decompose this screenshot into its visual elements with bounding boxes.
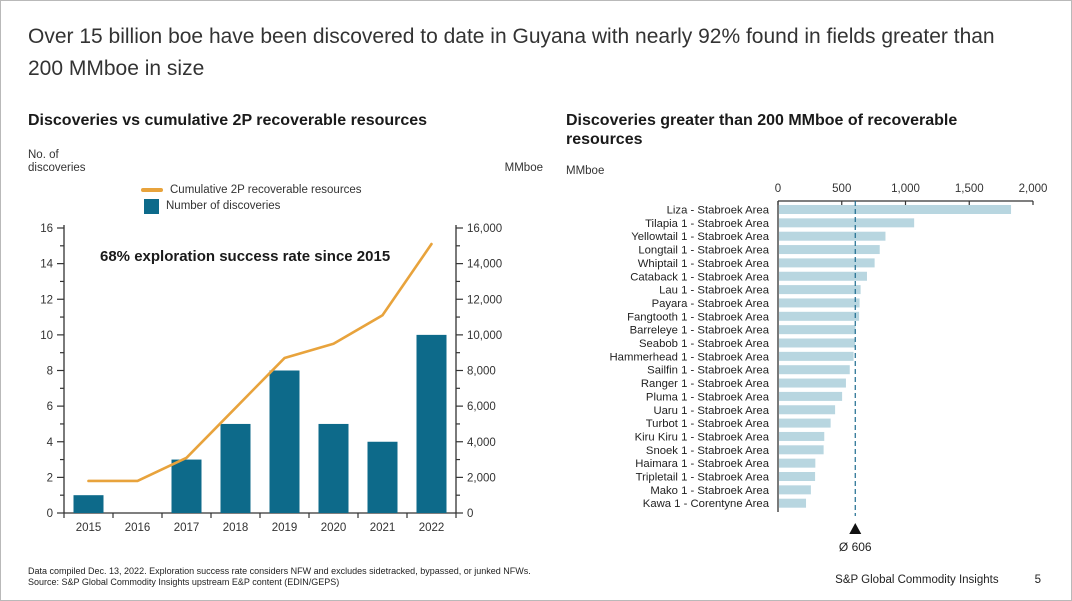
right-axis-unit-label: MMboe xyxy=(504,162,543,175)
legend: Cumulative 2P recoverable resources Numb… xyxy=(141,182,543,214)
line-swatch-icon xyxy=(141,188,163,192)
svg-text:2021: 2021 xyxy=(370,522,396,534)
svg-text:Tripletail 1 - Stabroek Area: Tripletail 1 - Stabroek Area xyxy=(636,472,770,484)
svg-text:2019: 2019 xyxy=(272,522,298,534)
svg-text:Yellowtail 1 - Stabroek Area: Yellowtail 1 - Stabroek Area xyxy=(631,232,769,244)
svg-text:0: 0 xyxy=(467,508,473,520)
svg-text:Ø 606: Ø 606 xyxy=(839,540,872,554)
legend-label-discoveries: Number of discoveries xyxy=(166,200,281,213)
svg-text:2022: 2022 xyxy=(419,522,445,534)
bar-swatch-icon xyxy=(144,198,159,214)
svg-text:Kiru Kiru 1 - Stabroek Area: Kiru Kiru 1 - Stabroek Area xyxy=(635,432,770,444)
svg-text:Longtail 1 - Stabroek Area: Longtail 1 - Stabroek Area xyxy=(638,245,769,257)
footer-note: Data compiled Dec. 13, 2022. Exploration… xyxy=(28,566,531,589)
page-number: 5 xyxy=(1034,574,1041,586)
svg-text:Ranger 1 - Stabroek Area: Ranger 1 - Stabroek Area xyxy=(641,378,770,390)
right-chart-panel: Discoveries greater than 200 MMboe of re… xyxy=(566,111,1058,564)
svg-text:2: 2 xyxy=(47,473,53,485)
legend-label-cumulative: Cumulative 2P recoverable resources xyxy=(170,184,362,197)
svg-text:12,000: 12,000 xyxy=(467,294,502,306)
svg-text:14: 14 xyxy=(40,259,53,271)
svg-text:Payara - Stabroek Area: Payara - Stabroek Area xyxy=(652,298,770,310)
svg-text:Seabob 1 - Stabroek Area: Seabob 1 - Stabroek Area xyxy=(639,338,770,350)
svg-text:Turbot 1 - Stabroek Area: Turbot 1 - Stabroek Area xyxy=(646,418,770,430)
svg-text:2,000: 2,000 xyxy=(467,473,496,485)
svg-text:Haimara 1 - Stabroek Area: Haimara 1 - Stabroek Area xyxy=(635,459,769,471)
svg-text:Snoek 1 - Stabroek Area: Snoek 1 - Stabroek Area xyxy=(646,445,770,457)
left-chart-axis-units: No. of discoveries MMboe xyxy=(28,146,543,176)
success-rate-annotation: 68% exploration success rate since 2015 xyxy=(100,248,391,266)
svg-text:0: 0 xyxy=(775,183,781,195)
svg-text:Hammerhead 1 - Stabroek Area: Hammerhead 1 - Stabroek Area xyxy=(610,352,770,364)
svg-text:8: 8 xyxy=(47,366,53,378)
svg-text:Lau 1 - Stabroek Area: Lau 1 - Stabroek Area xyxy=(659,285,770,297)
svg-text:Sailfin 1 - Stabroek Area: Sailfin 1 - Stabroek Area xyxy=(647,365,770,377)
svg-text:0: 0 xyxy=(47,508,53,520)
svg-text:Pluma 1 - Stabroek Area: Pluma 1 - Stabroek Area xyxy=(646,392,770,404)
left-chart-title: Discoveries vs cumulative 2P recoverable… xyxy=(28,112,428,129)
svg-text:6,000: 6,000 xyxy=(467,401,496,413)
svg-text:Fangtooth 1 - Stabroek Area: Fangtooth 1 - Stabroek Area xyxy=(627,312,770,324)
svg-text:Barreleye 1 - Stabroek Area: Barreleye 1 - Stabroek Area xyxy=(630,325,770,337)
svg-text:2017: 2017 xyxy=(174,522,200,534)
svg-text:8,000: 8,000 xyxy=(467,366,496,378)
svg-text:10: 10 xyxy=(40,330,53,342)
svg-text:Tilapia 1 - Stabroek Area: Tilapia 1 - Stabroek Area xyxy=(645,218,770,230)
svg-text:1,000: 1,000 xyxy=(891,183,920,195)
svg-text:Cataback 1 - Stabroek Area: Cataback 1 - Stabroek Area xyxy=(630,272,769,284)
svg-text:2018: 2018 xyxy=(223,522,249,534)
svg-text:14,000: 14,000 xyxy=(467,259,502,271)
svg-text:Mako 1 - Stabroek Area: Mako 1 - Stabroek Area xyxy=(650,485,769,497)
legend-item-discoveries: Number of discoveries xyxy=(141,198,543,214)
footer-brand: S&P Global Commodity Insights xyxy=(835,574,999,586)
left-chart-panel: Discoveries vs cumulative 2P recoverable… xyxy=(28,111,543,539)
combo-chart: 0 2 4 6 8 10 12 14 16 0 2,000 4,000 6,000 8,000 10,000… xyxy=(40,223,502,534)
svg-text:12: 12 xyxy=(40,294,53,306)
svg-text:4,000: 4,000 xyxy=(467,437,496,449)
svg-text:6: 6 xyxy=(47,401,53,413)
svg-text:2015: 2015 xyxy=(76,522,102,534)
svg-text:4: 4 xyxy=(47,437,54,449)
slide-title: Over 15 billion boe have been discovered… xyxy=(28,25,995,80)
svg-text:10,000: 10,000 xyxy=(467,330,502,342)
svg-text:2016: 2016 xyxy=(125,522,151,534)
left-axis-unit-label: No. of discoveries xyxy=(28,148,86,175)
footer-right: S&P Global Commodity Insights 5 xyxy=(835,574,1041,586)
svg-text:1,500: 1,500 xyxy=(955,183,984,195)
footer-note-line2: Source: S&P Global Commodity Insights up… xyxy=(28,576,340,587)
right-chart-axis-unit: MMboe xyxy=(566,165,605,178)
legend-item-cumulative: Cumulative 2P recoverable resources xyxy=(141,182,543,198)
svg-text:16: 16 xyxy=(40,223,53,235)
right-chart-title: Discoveries greater than 200 MMboe of re… xyxy=(566,112,958,149)
combo-chart-area: 68% exploration success rate since 2015 … xyxy=(28,218,543,539)
svg-text:Liza - Stabroek Area: Liza - Stabroek Area xyxy=(667,205,770,217)
svg-text:16,000: 16,000 xyxy=(467,223,502,235)
svg-text:2,000: 2,000 xyxy=(1019,183,1048,195)
svg-text:2020: 2020 xyxy=(321,522,347,534)
svg-text:Kawa 1 - Corentyne Area: Kawa 1 - Corentyne Area xyxy=(643,499,770,511)
svg-text:Whiptail 1 - Stabroek Area: Whiptail 1 - Stabroek Area xyxy=(638,258,770,270)
svg-text:Uaru 1 - Stabroek Area: Uaru 1 - Stabroek Area xyxy=(653,405,769,417)
svg-text:500: 500 xyxy=(832,183,851,195)
footer-note-line1: Data compiled Dec. 13, 2022. Exploration… xyxy=(28,565,531,576)
